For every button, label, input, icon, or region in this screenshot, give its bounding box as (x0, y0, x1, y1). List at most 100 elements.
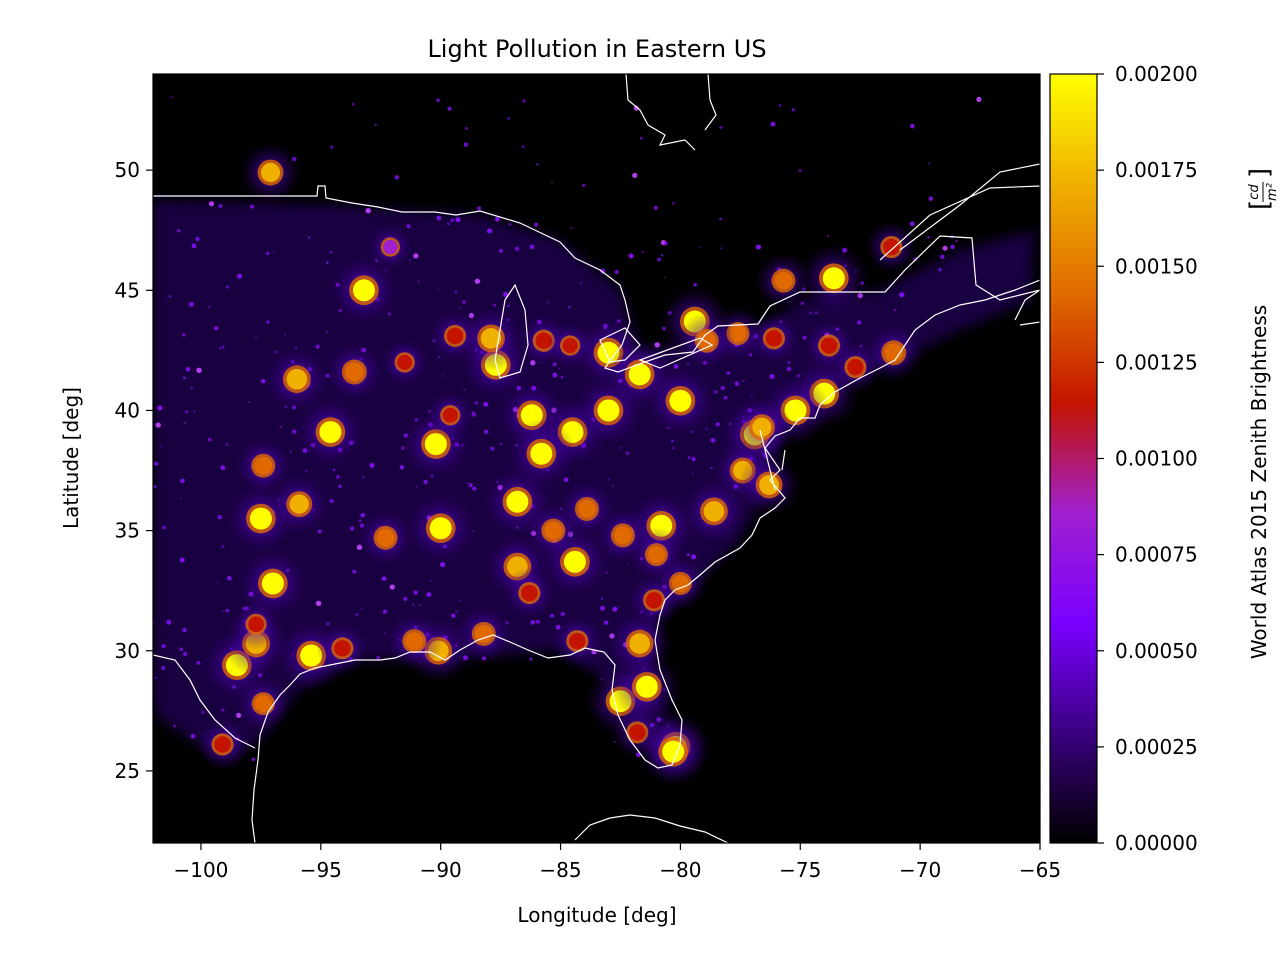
city-spot (442, 407, 458, 423)
town-dot (406, 224, 411, 229)
town-dot (710, 437, 716, 443)
town-dot (826, 234, 830, 238)
city-spot (847, 358, 864, 376)
town-dot (534, 222, 539, 227)
town-dot (185, 410, 189, 414)
town-dot (955, 239, 958, 243)
colorbar-label: World Atlas 2015 Zenith Brightness (1247, 305, 1271, 659)
city-spot (480, 328, 502, 349)
town-dot (413, 253, 419, 259)
town-dot (464, 126, 469, 131)
town-dot (536, 619, 540, 624)
town-dot (279, 425, 282, 429)
town-dot (351, 102, 355, 106)
town-dot (329, 499, 334, 503)
city-spot (383, 239, 398, 255)
town-dot (639, 136, 643, 140)
town-dot (558, 367, 561, 370)
town-dot (376, 656, 380, 660)
colorbar-tick-label: 0.00125 (1115, 350, 1198, 374)
town-dot (693, 282, 697, 287)
city-spot (289, 494, 309, 514)
city-spot (544, 521, 563, 540)
town-dot (413, 590, 418, 595)
colorbar-unit-bracket-right: ] (1245, 168, 1275, 178)
plot-area (153, 74, 1040, 843)
town-dot (546, 301, 550, 304)
town-dot (455, 610, 458, 613)
atlantic-coast (251, 279, 1040, 843)
town-dot (161, 644, 166, 649)
town-dot (927, 162, 930, 165)
town-dot (612, 606, 618, 612)
town-dot (338, 484, 342, 489)
town-dot (938, 268, 942, 272)
town-dot (274, 350, 278, 354)
city-spot (260, 162, 281, 183)
town-dot (272, 250, 275, 253)
town-dot (352, 569, 357, 574)
town-dot (447, 222, 450, 226)
town-dot (976, 96, 982, 102)
town-dot (686, 552, 690, 557)
town-dot (225, 608, 230, 613)
town-dot (910, 123, 915, 129)
town-dot (221, 545, 225, 548)
cuba-coast (574, 814, 729, 843)
town-dot (499, 442, 502, 446)
colorbar-unit-denominator: m² (1265, 183, 1280, 201)
city-spot (345, 362, 364, 382)
town-dot (325, 330, 329, 333)
town-dot (441, 374, 444, 377)
town-dot (247, 400, 251, 403)
town-dot (350, 526, 355, 531)
city-spot (429, 517, 452, 540)
town-dot (304, 469, 308, 473)
city-spot (774, 271, 793, 290)
town-dot (529, 244, 535, 250)
town-dot (185, 366, 191, 372)
town-dot (220, 465, 226, 471)
town-dot (483, 401, 489, 407)
town-dot (477, 206, 482, 211)
town-dot (719, 126, 723, 129)
town-dot (503, 291, 509, 298)
town-dot (330, 145, 334, 149)
town-dot (942, 245, 948, 251)
town-dot (177, 228, 181, 233)
city-spot (822, 267, 845, 290)
town-dot (195, 236, 200, 242)
town-dot (237, 273, 243, 279)
town-dot (755, 244, 762, 250)
x-axis-ticks: −100 −95 −90 −85 −80 −75 −70 −65 (173, 843, 1061, 882)
colorbar-tick-label: 0.00150 (1115, 254, 1198, 278)
town-dot (691, 472, 694, 475)
town-dot (430, 579, 433, 583)
colorbar-unit: [ cd m² ] (1245, 168, 1280, 210)
city-spot (662, 740, 685, 763)
city-spot (424, 433, 447, 456)
town-dot (196, 660, 201, 665)
town-dot (567, 305, 571, 309)
town-dot (628, 253, 634, 259)
chart-title: Light Pollution in Eastern US (427, 35, 766, 63)
town-dot (660, 253, 664, 257)
town-dot (207, 437, 212, 442)
town-dot (218, 347, 222, 350)
town-dot (458, 306, 461, 309)
y-axis-label: Latitude [deg] (59, 387, 83, 529)
town-dot (216, 581, 219, 584)
town-dot (154, 676, 157, 679)
x-tick-label: −70 (899, 858, 941, 882)
x-tick-label: −85 (539, 858, 581, 882)
town-dot (182, 333, 186, 337)
town-dot (179, 557, 185, 563)
town-dot (213, 325, 219, 331)
colorbar-tick-label: 0.00175 (1115, 158, 1198, 182)
town-dot (786, 366, 792, 372)
town-dot (857, 320, 862, 325)
town-dot (474, 278, 481, 284)
town-dot (611, 485, 615, 488)
town-dot (619, 446, 622, 450)
town-dot (221, 610, 224, 613)
